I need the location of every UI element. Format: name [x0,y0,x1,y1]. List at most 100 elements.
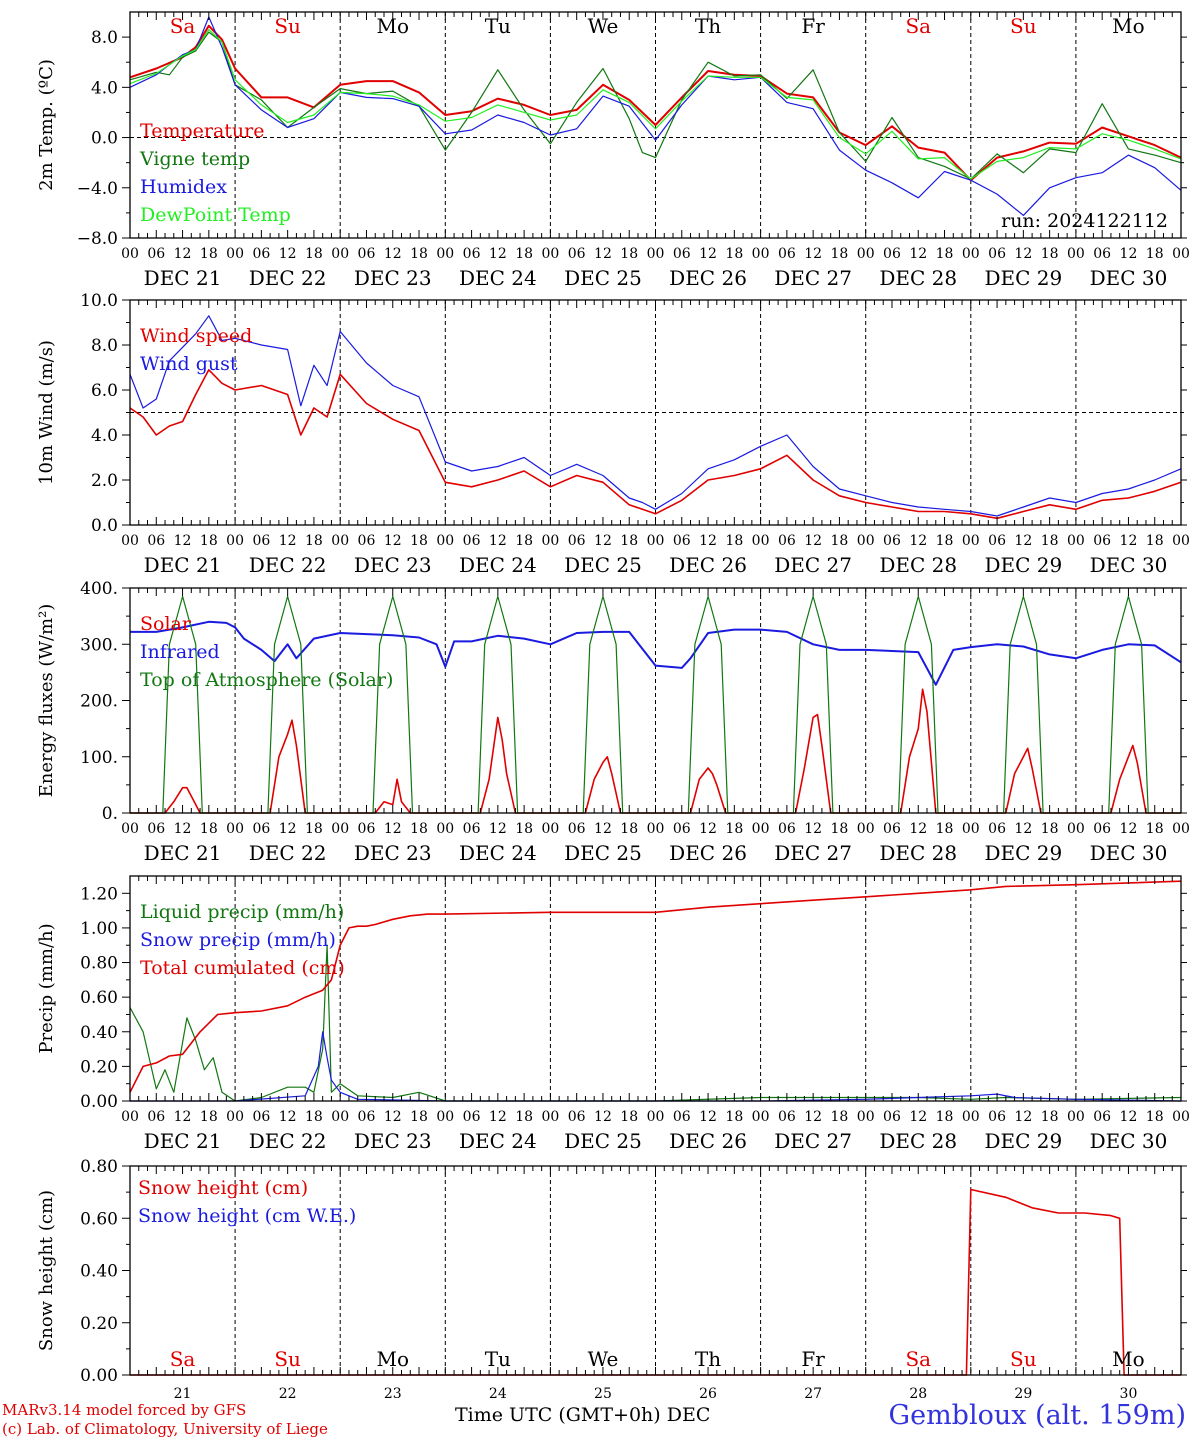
legend-entry: Solar [140,613,192,635]
hour-tick-label: 12 [594,1109,612,1125]
hour-tick-label: 12 [909,246,927,262]
day-label: DEC 26 [669,553,747,577]
hour-tick-label: 12 [594,246,612,262]
hour-tick-label: 00 [1067,821,1085,837]
hour-tick-label: 06 [568,246,586,262]
hour-tick-label: 12 [279,246,297,262]
day-number-label: 22 [279,1386,297,1402]
hour-tick-label: 00 [1172,1109,1190,1125]
day-label: DEC 26 [669,266,747,290]
hour-tick-label: 06 [883,246,901,262]
hour-tick-label: 12 [804,533,822,549]
weekday-label: Sa [905,14,931,38]
hour-tick-label: 18 [831,533,849,549]
hour-tick-label: 12 [279,533,297,549]
day-number-label: 27 [804,1386,822,1402]
legend-entry: Wind speed [140,325,252,347]
day-label: DEC 27 [774,841,852,865]
hour-tick-label: 12 [489,533,507,549]
hour-tick-label: 12 [699,533,717,549]
hour-tick-label: 06 [463,533,481,549]
hour-tick-label: 18 [305,821,323,837]
hour-tick-label: 06 [463,1109,481,1125]
day-label: DEC 21 [144,266,222,290]
series-line-energy-1 [130,620,1182,686]
legend-entry: Temperature [140,120,264,142]
y-tick-label: 4.0 [91,78,118,98]
hour-tick-label: 12 [489,246,507,262]
y-axis-title: Energy fluxes (W/m²) [36,604,57,798]
hour-tick-label: 06 [252,246,270,262]
series-line-wind-0 [129,368,1182,520]
hour-tick-label: 06 [673,1109,691,1125]
legend-entry: Snow height (cm W.E.) [138,1205,356,1227]
hour-tick-label: 12 [174,246,192,262]
day-label: DEC 28 [879,553,957,577]
hour-tick-label: 00 [121,821,139,837]
day-label: DEC 27 [774,266,852,290]
day-label: DEC 25 [564,266,642,290]
day-number-label: 29 [1014,1386,1032,1402]
hour-tick-label: 12 [1014,1109,1032,1125]
hour-tick-label: 00 [226,821,244,837]
y-tick-label: 10.0 [80,291,118,311]
day-label: DEC 27 [774,553,852,577]
hour-tick-label: 06 [463,821,481,837]
hour-tick-label: 12 [489,821,507,837]
day-label: DEC 24 [459,841,537,865]
day-label: DEC 30 [1090,841,1168,865]
hour-tick-label: 18 [725,246,743,262]
hour-tick-label: 18 [831,1109,849,1125]
day-label: DEC 30 [1090,266,1168,290]
hour-tick-label: 00 [121,246,139,262]
hour-tick-label: 18 [515,821,533,837]
hour-tick-label: 12 [279,821,297,837]
hour-tick-label: 00 [1067,246,1085,262]
day-label: DEC 25 [564,1129,642,1153]
day-label: DEC 29 [984,553,1062,577]
y-tick-label: 100. [80,748,118,768]
y-tick-label: 0.60 [80,988,118,1008]
day-label: DEC 22 [249,553,327,577]
hour-tick-label: 06 [147,1109,165,1125]
hour-tick-label: 00 [121,533,139,549]
weekday-label: Sa [905,1347,931,1371]
hour-tick-label: 00 [226,246,244,262]
month-label: DEC [666,1404,711,1426]
station-name: Gembloux (alt. 159m) [888,1400,1186,1431]
hour-tick-label: 06 [883,1109,901,1125]
day-label: DEC 21 [144,553,222,577]
day-label: DEC 24 [459,266,537,290]
hour-tick-label: 18 [620,533,638,549]
hour-tick-label: 12 [174,1109,192,1125]
day-label: DEC 23 [354,553,432,577]
hour-tick-label: 12 [1014,821,1032,837]
y-axis-title: Snow height (cm) [36,1190,57,1351]
hour-tick-label: 06 [252,533,270,549]
day-label: DEC 21 [144,1129,222,1153]
day-label: DEC 30 [1090,553,1168,577]
copyright-text: (c) Lab. of Climatology, University of L… [2,1420,328,1438]
day-label: DEC 27 [774,1129,852,1153]
y-tick-label: 1.20 [80,884,118,904]
hour-tick-label: 00 [331,1109,349,1125]
day-number-label: 24 [489,1386,507,1402]
day-label: DEC 24 [459,553,537,577]
hour-tick-label: 00 [647,246,665,262]
weekday-label: Su [274,14,301,38]
hour-tick-label: 18 [1146,1109,1164,1125]
hour-tick-label: 18 [1041,246,1059,262]
y-tick-label: 0.0 [91,516,118,536]
day-number-label: 30 [1120,1386,1138,1402]
hour-tick-label: 12 [489,1109,507,1125]
hour-tick-label: 00 [436,821,454,837]
hour-tick-label: 06 [252,1109,270,1125]
hour-tick-label: 12 [909,821,927,837]
day-label: DEC 28 [879,841,957,865]
hour-tick-label: 06 [252,821,270,837]
weekday-label: Mo [1112,1347,1145,1371]
y-tick-label: 0.40 [80,1023,118,1043]
hour-tick-label: 06 [1093,246,1111,262]
hour-tick-label: 18 [410,533,428,549]
day-number-label: 21 [174,1386,192,1402]
